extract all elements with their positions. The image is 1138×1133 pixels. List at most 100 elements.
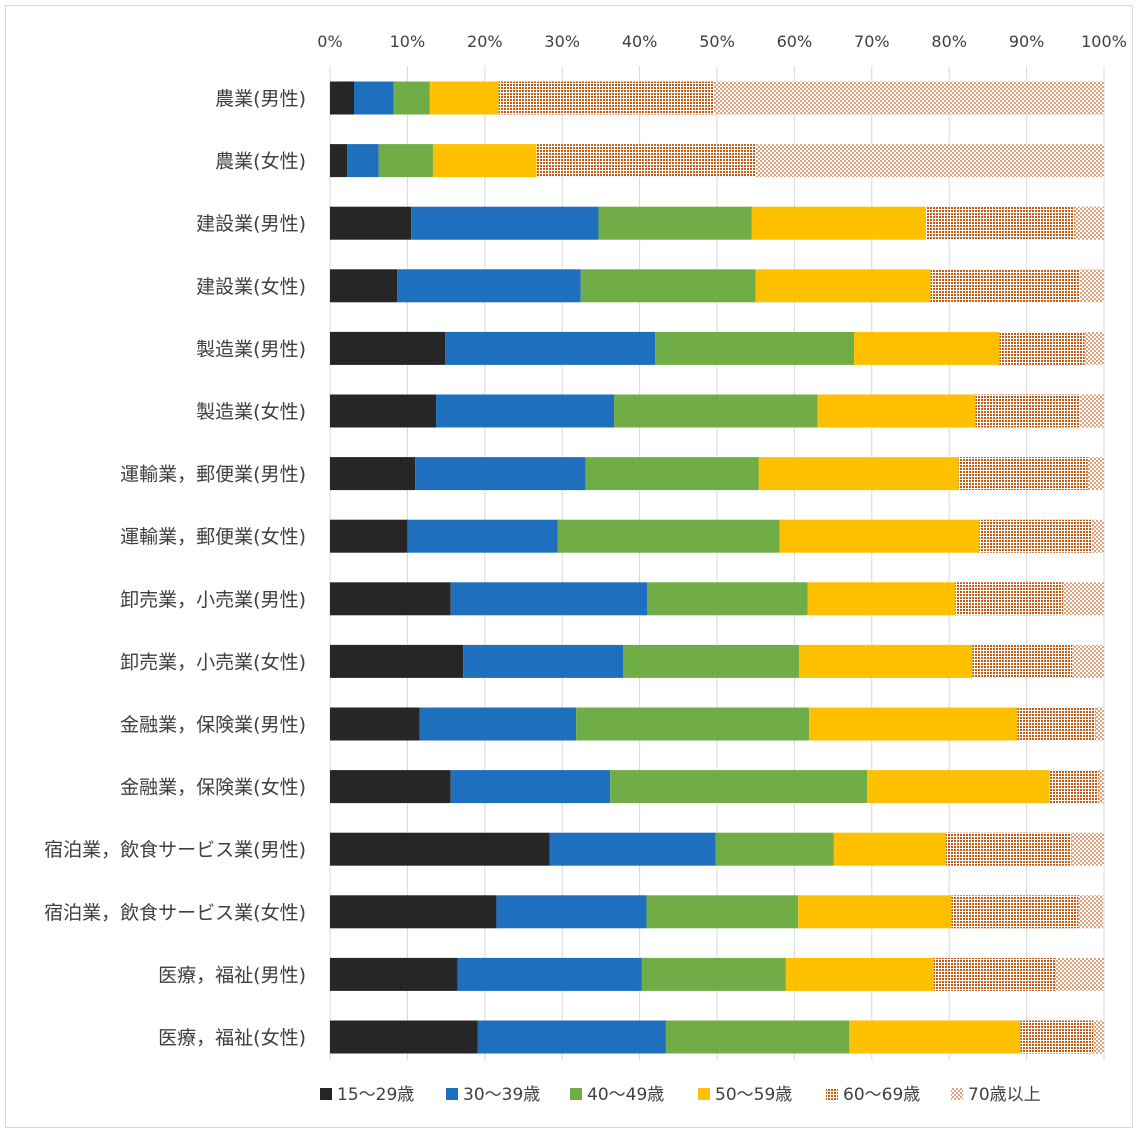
category-label: 卸売業，小売業(女性) xyxy=(120,651,306,673)
bar-segment-3 xyxy=(576,707,810,741)
bar-row xyxy=(330,770,1104,804)
bar-segment-5 xyxy=(979,519,1093,553)
category-label: 金融業，保険業(男性) xyxy=(120,714,306,736)
legend-swatch xyxy=(570,1088,582,1100)
legend-swatch xyxy=(698,1088,710,1100)
bar-segment-2 xyxy=(457,957,642,991)
bar-segment-6 xyxy=(1095,707,1104,741)
bar-segment-4 xyxy=(853,331,1000,365)
bar-segment-5 xyxy=(946,832,1072,866)
bar-segment-1 xyxy=(330,895,497,929)
x-tick-label: 10% xyxy=(390,32,426,51)
bar-segment-6 xyxy=(755,144,1104,178)
bar-segment-4 xyxy=(867,770,1050,804)
bar-segment-3 xyxy=(646,895,799,929)
bar-segment-1 xyxy=(330,457,416,491)
bar-row xyxy=(330,206,1104,240)
bar-segment-3 xyxy=(393,81,430,115)
bar-row xyxy=(330,519,1104,553)
bar-segment-2 xyxy=(463,644,624,678)
legend-swatch xyxy=(320,1088,332,1100)
bar-segment-6 xyxy=(1074,206,1104,240)
category-label: 金融業，保険業(女性) xyxy=(120,777,306,799)
bar-row xyxy=(330,832,1104,866)
bar-segment-4 xyxy=(807,582,956,616)
bar-segment-4 xyxy=(798,895,952,929)
category-label: 医療，福祉(男性) xyxy=(158,964,306,986)
bar-segment-3 xyxy=(647,582,808,616)
x-tick-label: 70% xyxy=(854,32,890,51)
bar-segment-4 xyxy=(755,269,931,303)
bar-row xyxy=(330,81,1104,115)
category-label: 農業(女性) xyxy=(215,151,306,173)
category-label: 農業(男性) xyxy=(215,88,306,110)
category-label: 医療，福祉(女性) xyxy=(158,1027,306,1049)
bar-row xyxy=(330,582,1104,616)
bar-segment-5 xyxy=(498,81,714,115)
bar-row xyxy=(330,144,1104,178)
bar-segment-1 xyxy=(330,957,458,991)
bar-segment-1 xyxy=(330,770,451,804)
x-tick-label: 0% xyxy=(317,32,342,51)
bar-segment-1 xyxy=(330,707,420,741)
category-label: 製造業(男性) xyxy=(196,338,306,360)
legend-label: 40〜49歳 xyxy=(587,1085,664,1105)
bar-segment-5 xyxy=(1017,707,1096,741)
bar-segment-6 xyxy=(1055,957,1104,991)
bar-segment-6 xyxy=(1080,269,1104,303)
bar-segment-4 xyxy=(799,644,973,678)
x-tick-label: 60% xyxy=(777,32,813,51)
bar-segment-2 xyxy=(436,394,615,428)
x-tick-label: 40% xyxy=(622,32,658,51)
bar-segment-1 xyxy=(330,582,451,616)
legend-label: 30〜39歳 xyxy=(463,1085,540,1105)
bar-segment-6 xyxy=(1084,331,1104,365)
bar-segment-5 xyxy=(958,457,1088,491)
x-tick-label: 100% xyxy=(1081,32,1127,51)
legend-item: 50〜59歳 xyxy=(698,1085,792,1105)
chart-area xyxy=(5,5,1133,1128)
bar-segment-1 xyxy=(330,1020,478,1054)
bar-segment-3 xyxy=(557,519,780,553)
bar-segment-4 xyxy=(817,394,976,428)
legend-item: 15〜29歳 xyxy=(320,1085,414,1105)
legend-swatch xyxy=(826,1088,838,1100)
bar-segment-2 xyxy=(549,832,716,866)
bar-segment-3 xyxy=(610,770,868,804)
x-tick-label: 80% xyxy=(931,32,967,51)
bar-segment-3 xyxy=(585,457,759,491)
bar-segment-2 xyxy=(477,1020,666,1054)
bar-segment-3 xyxy=(580,269,756,303)
bar-segment-5 xyxy=(951,895,1079,929)
bar-segment-1 xyxy=(330,206,412,240)
x-tick-label: 50% xyxy=(699,32,735,51)
bar-segment-1 xyxy=(330,519,408,553)
x-tick-label: 20% xyxy=(467,32,503,51)
bar-segment-2 xyxy=(415,457,586,491)
bar-row xyxy=(330,1020,1104,1054)
bar-segment-2 xyxy=(407,519,558,553)
bar-segment-5 xyxy=(925,206,1075,240)
bar-row xyxy=(330,644,1104,678)
bar-segment-2 xyxy=(347,144,379,178)
bar-segment-4 xyxy=(432,144,537,178)
bar-segment-1 xyxy=(330,144,348,178)
bar-segment-3 xyxy=(715,832,834,866)
bar-segment-3 xyxy=(623,644,800,678)
bar-segment-6 xyxy=(1080,394,1104,428)
bar-segment-4 xyxy=(779,519,980,553)
category-label: 運輸業，郵便業(女性) xyxy=(120,526,306,548)
bar-segment-6 xyxy=(1087,457,1104,491)
bar-segment-4 xyxy=(758,457,959,491)
legend-swatch xyxy=(446,1088,458,1100)
bar-segment-4 xyxy=(809,707,1018,741)
bar-segment-4 xyxy=(849,1020,1021,1054)
bar-segment-4 xyxy=(785,957,934,991)
bar-segment-5 xyxy=(930,269,1081,303)
bar-segment-2 xyxy=(445,331,656,365)
bar-segment-6 xyxy=(713,81,1104,115)
bar-segment-6 xyxy=(1092,519,1104,553)
bar-segment-4 xyxy=(751,206,926,240)
category-label: 建設業(女性) xyxy=(196,276,306,298)
